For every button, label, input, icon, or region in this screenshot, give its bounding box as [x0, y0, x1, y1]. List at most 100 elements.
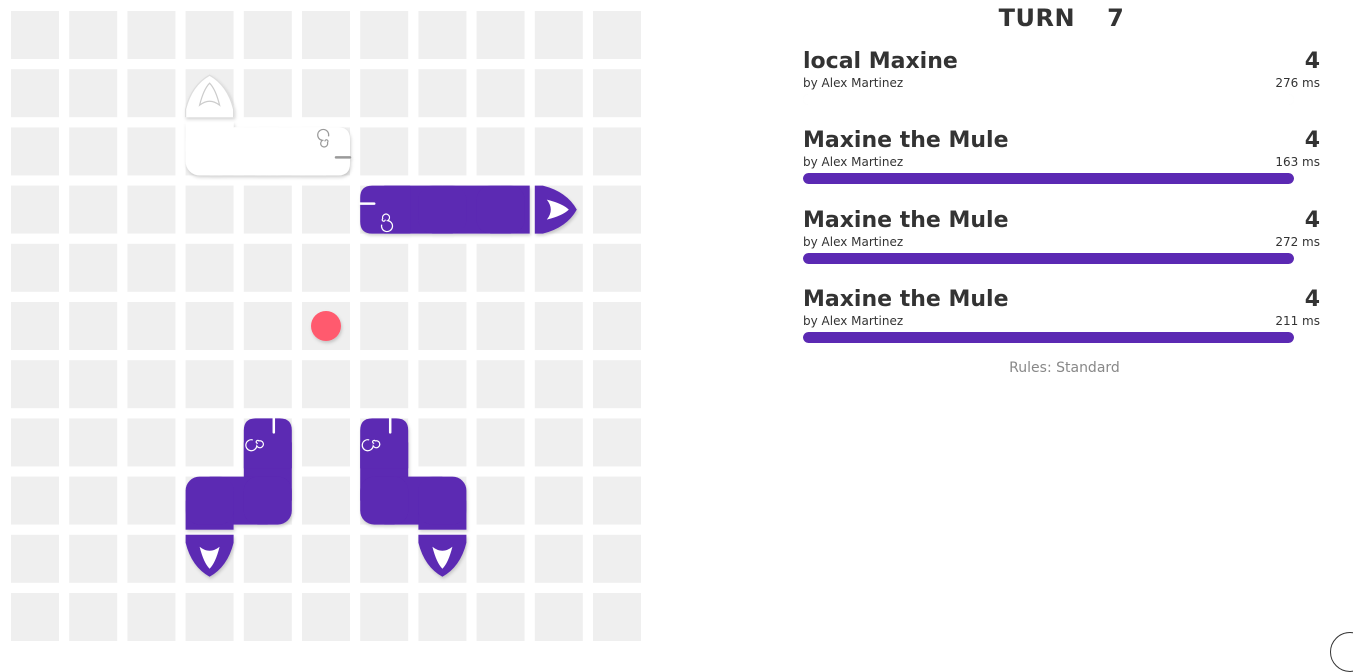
board-tile: [593, 127, 641, 176]
board-tile: [127, 185, 176, 234]
board-tile: [69, 185, 118, 234]
board-tile: [534, 360, 583, 409]
board-tile: [243, 243, 292, 292]
snake-author: by Alex Martinez: [803, 76, 904, 90]
board-tile: [360, 302, 409, 350]
corner-circle-icon[interactable]: [1330, 632, 1353, 672]
health-fill: [803, 94, 1294, 105]
board-tile: [302, 360, 350, 409]
snake: [360, 417, 467, 577]
spiral-eye-icon: [380, 213, 394, 233]
board-tile: [11, 302, 59, 350]
board-tile: [476, 127, 525, 176]
board-tile: [302, 534, 350, 583]
board-tile: [11, 593, 59, 641]
board-tile: [127, 243, 176, 292]
snake-latency: 272 ms: [1275, 235, 1320, 249]
health-bar: [803, 94, 1294, 105]
board-tile: [593, 185, 641, 234]
snake-length: 4: [1304, 49, 1320, 74]
board-tile: [418, 11, 467, 59]
board-tile: [11, 69, 59, 118]
health-fill: [803, 332, 1294, 343]
snake-latency: 211 ms: [1275, 314, 1320, 328]
board-tile: [185, 418, 234, 467]
board-tile: [185, 302, 234, 350]
health-fill: [803, 253, 1294, 264]
board-tile: [11, 360, 59, 409]
board-tile: [11, 534, 59, 583]
board-tile: [534, 534, 583, 583]
board-tile: [534, 11, 583, 59]
board-tile: [418, 593, 467, 641]
board-tile: [593, 243, 641, 292]
snake-latency: 276 ms: [1275, 76, 1320, 90]
spiral-eye-icon: [245, 439, 264, 452]
board-tile: [418, 69, 467, 118]
board-tile: [476, 11, 525, 59]
snake-body-joint: [418, 185, 467, 234]
board-tile: [302, 418, 350, 467]
board-tile: [418, 243, 467, 292]
board-tile: [593, 360, 641, 409]
board-tile: [243, 534, 292, 583]
board-tile: [418, 127, 467, 176]
snake-author: by Alex Martinez: [803, 155, 904, 169]
board-tile: [418, 360, 467, 409]
board-tile: [243, 185, 292, 234]
snake-body-joint: [185, 476, 234, 525]
board-tile: [360, 127, 409, 176]
health-bar: [803, 173, 1294, 184]
health-bar: [803, 332, 1294, 343]
turn-counter: TURN 7: [803, 4, 1320, 32]
board-tile: [185, 185, 234, 234]
snake-name: Maxine the Mule: [803, 208, 1009, 233]
board-tile: [185, 243, 234, 292]
spiral-eye-icon: [361, 439, 381, 452]
board-tile: [127, 534, 176, 583]
snake-tail: [418, 534, 467, 577]
board-tile: [593, 593, 641, 641]
snake-head-shape: [300, 127, 350, 176]
board-tile: [69, 418, 118, 467]
game-board: [11, 11, 641, 641]
snake-name: Maxine the Mule: [803, 287, 1009, 312]
rules-label: Rules: Standard: [1009, 360, 1120, 376]
board-tile: [127, 593, 176, 641]
spiral-eye-icon: [317, 128, 330, 148]
board-tile: [127, 418, 176, 467]
board-tile: [69, 11, 118, 59]
board-tile: [360, 243, 409, 292]
board-tile: [593, 534, 641, 583]
board-tile: [127, 302, 176, 350]
board-tile: [360, 69, 409, 118]
flame-tail-outline: [185, 74, 235, 118]
board-tile: [69, 127, 118, 176]
board-tile: [476, 360, 525, 409]
board-tile: [593, 69, 641, 118]
snake-head-shape: [360, 418, 409, 469]
snake-length: 4: [1304, 128, 1320, 153]
snake: [185, 74, 352, 176]
board-tile: [243, 360, 292, 409]
snake-body-joint: [243, 476, 292, 525]
board-tile: [302, 69, 350, 118]
board-tile: [302, 476, 350, 525]
board-tile: [127, 360, 176, 409]
board-tile: [69, 302, 118, 350]
snake-name: Maxine the Mule: [803, 128, 1009, 153]
board-tile: [476, 476, 525, 525]
board-tile: [534, 418, 583, 467]
board-tile: [476, 534, 525, 583]
board-tile: [593, 418, 641, 467]
board-tile: [360, 534, 409, 583]
board-tile: [127, 11, 176, 59]
board-tile: [302, 243, 350, 292]
board-tile: [69, 360, 118, 409]
snake-body-joint: [185, 127, 234, 176]
snake-tail: [185, 534, 234, 577]
board-tile: [476, 69, 525, 118]
board-tile: [360, 11, 409, 59]
snake-name: local Maxine: [803, 49, 958, 74]
board-tile: [185, 593, 234, 641]
